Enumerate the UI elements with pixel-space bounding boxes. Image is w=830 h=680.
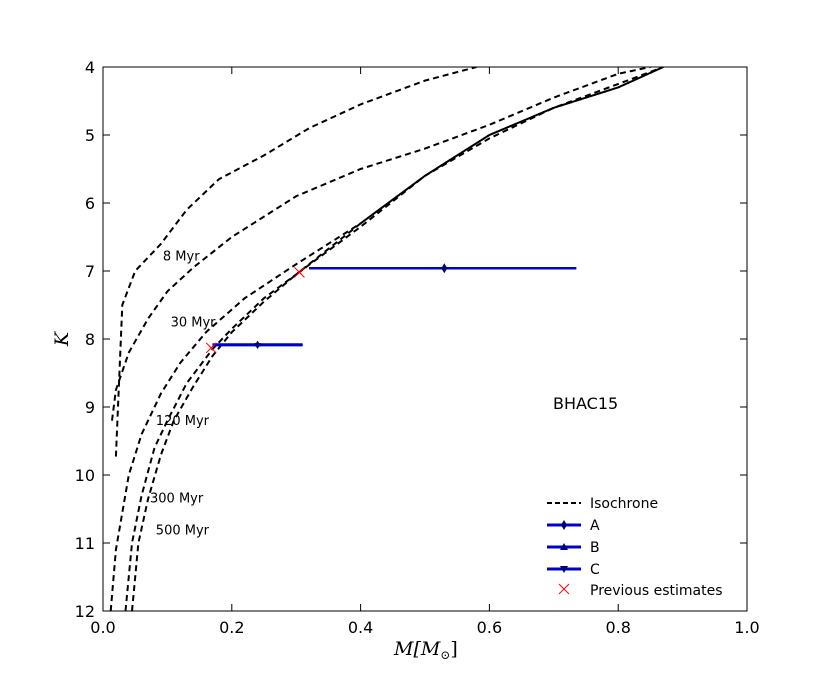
x-axis-label-close: ] xyxy=(450,638,457,660)
legend-label-b: B xyxy=(590,540,600,556)
y-tick-label: 10 xyxy=(75,466,95,485)
measurement-layer xyxy=(205,263,577,354)
legend-label-c: C xyxy=(590,562,600,578)
x-axis-label-main: M xyxy=(393,638,414,660)
isochrone-label-30myr: 30 Myr xyxy=(171,315,217,330)
y-tick-label: 9 xyxy=(85,398,95,417)
legend-label-a: A xyxy=(590,518,600,534)
isochrone-line-2 xyxy=(109,67,664,611)
y-tick-label: 12 xyxy=(75,602,95,621)
previous-estimate-1 xyxy=(205,342,217,354)
isochrone-line-3 xyxy=(124,67,664,611)
y-tick-label: 8 xyxy=(85,330,95,349)
legend-marker-a xyxy=(561,520,567,530)
x-tick-label: 1.0 xyxy=(734,618,759,637)
legend-label-isochrone: Isochrone xyxy=(590,496,658,512)
legend: Isochrone A B C Previous estimates xyxy=(547,496,723,599)
y-axis-label: K xyxy=(51,330,73,347)
model-label: BHAC15 xyxy=(553,394,618,413)
isochrone-label-8myr: 8 Myr xyxy=(163,249,200,264)
x-tick-label: 0.6 xyxy=(477,618,502,637)
previous-estimate-0 xyxy=(294,267,305,278)
tick-layer: 0.0 0.2 0.4 0.6 0.8 1.0 4 5 6 7 8 9 10 11 12 xyxy=(75,58,760,637)
isochrone-label-500myr: 500 Myr xyxy=(156,523,210,538)
x-tick-label: 0.8 xyxy=(605,618,630,637)
x-tick-label: 0.0 xyxy=(90,618,115,637)
legend-label-previous: Previous estimates xyxy=(590,583,723,599)
isochrone-line-1 xyxy=(111,67,651,421)
isochrone-label-120myr: 120 Myr xyxy=(156,414,210,429)
y-tick-label: 5 xyxy=(85,126,95,145)
marker-a xyxy=(441,263,448,274)
y-tick-label: 11 xyxy=(75,534,95,553)
x-axis-label-sun: ⊙ xyxy=(440,648,450,662)
x-tick-label: 0.4 xyxy=(348,618,373,637)
y-tick-label: 4 xyxy=(85,58,95,77)
legend-marker-previous xyxy=(558,583,570,595)
isochrone-line-0 xyxy=(114,67,477,457)
x-axis-label: M[M⊙] xyxy=(393,638,458,662)
y-tick-label: 7 xyxy=(85,262,95,281)
y-tick-label: 6 xyxy=(85,194,95,213)
legend-marker-b xyxy=(560,543,568,550)
x-tick-label: 0.2 xyxy=(219,618,244,637)
marker-c xyxy=(254,343,262,350)
isochrone-label-300myr: 300 Myr xyxy=(150,491,204,506)
isochrone-line-4 xyxy=(131,67,664,611)
isochrone-layer xyxy=(109,67,664,611)
x-axis-label-bracket: [M xyxy=(413,638,440,660)
legend-marker-c xyxy=(560,566,568,573)
